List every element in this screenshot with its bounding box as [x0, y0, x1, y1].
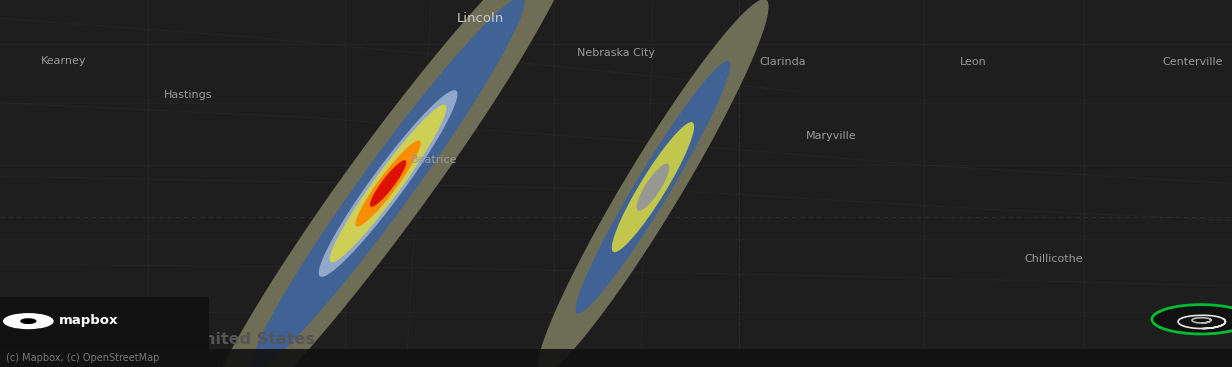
Text: (c) Mapbox, (c) OpenStreetMap: (c) Mapbox, (c) OpenStreetMap — [6, 353, 159, 363]
Circle shape — [1152, 305, 1232, 334]
Circle shape — [21, 319, 36, 323]
Polygon shape — [319, 90, 457, 277]
Text: Hastings: Hastings — [164, 90, 213, 101]
Polygon shape — [612, 122, 694, 252]
Polygon shape — [197, 0, 579, 367]
Polygon shape — [537, 0, 769, 367]
Text: Centerville: Centerville — [1162, 57, 1223, 68]
Text: Lincoln: Lincoln — [457, 12, 504, 25]
Polygon shape — [330, 105, 446, 262]
Text: Nebraska City: Nebraska City — [577, 48, 655, 58]
Text: Kearney: Kearney — [42, 55, 86, 66]
Polygon shape — [356, 141, 420, 226]
Polygon shape — [637, 164, 669, 211]
Text: United States: United States — [191, 332, 314, 347]
Polygon shape — [251, 0, 525, 367]
FancyBboxPatch shape — [0, 297, 209, 349]
Polygon shape — [575, 61, 731, 314]
FancyBboxPatch shape — [0, 349, 1232, 367]
Polygon shape — [370, 160, 407, 207]
Text: mapbox: mapbox — [59, 313, 118, 327]
Circle shape — [4, 314, 53, 328]
Text: Beatrice: Beatrice — [410, 155, 457, 165]
Text: Maryville: Maryville — [806, 131, 857, 141]
Text: Chillicothe: Chillicothe — [1024, 254, 1083, 264]
Text: Clarinda: Clarinda — [759, 57, 806, 68]
Text: Leon: Leon — [960, 57, 987, 68]
